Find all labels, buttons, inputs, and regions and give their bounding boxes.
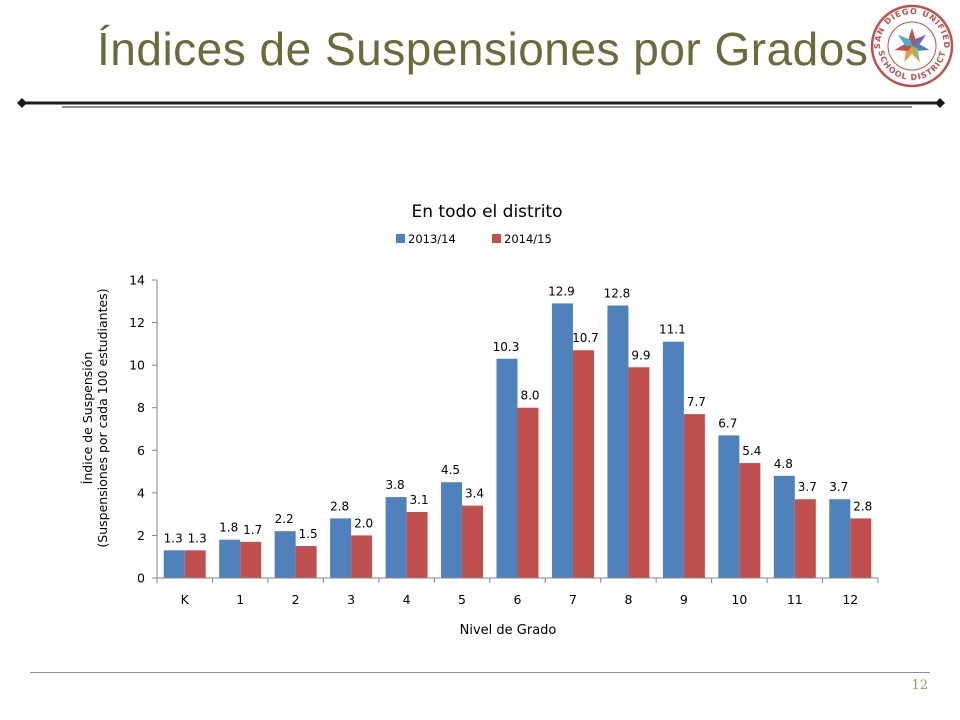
data-label: 6.7 [718,416,737,430]
bar-2014-15-7 [572,350,594,578]
x-tick-label: 5 [458,592,466,607]
bar-2013-14-6 [496,358,518,578]
bar-2014-15-K [184,550,206,578]
bar-2014-15-9 [683,414,705,578]
y-tick-label: 0 [137,571,145,586]
page-number: 12 [911,678,928,693]
data-label: 7.7 [687,395,706,409]
data-label: 8.0 [520,389,539,403]
data-label: 10.7 [572,331,599,345]
y-tick-label: 4 [137,485,145,500]
bar-2013-14-12 [829,499,851,578]
y-axis-label: Índice de Suspensión (Suspensiones por ca… [80,288,110,547]
chart-legend: 2013/14 2014/15 [396,232,552,246]
bar-2013-14-3 [330,518,352,578]
x-tick-label: 1 [236,592,244,607]
x-tick-label: 8 [624,592,632,607]
bar-2013-14-2 [274,531,296,578]
data-label: 12.8 [604,287,631,301]
legend-label-1: 2013/14 [408,232,456,246]
data-labels: 1.3 1.3 1.8 1.7 2.2 1.5 2.8 2.0 3.8 3.1 4.5 3.4 10.3… [164,284,873,545]
bar-2013-14-9 [662,341,684,578]
data-label: 1.3 [164,531,183,545]
x-tick-label: 11 [787,592,803,607]
bar-2014-15-8 [628,367,650,578]
star-emblem-icon [894,28,930,63]
data-label: 2.0 [354,516,373,530]
data-label: 1.8 [219,521,238,535]
bar-2014-15-4 [406,512,428,578]
bar-2013-14-K [163,550,185,578]
x-tick-label: 4 [403,592,411,607]
y-tick-label: 2 [137,528,145,543]
y-axis-label-line-2: (Suspensiones por cada 100 estudiantes) [95,288,110,547]
y-tick-label: 6 [137,443,145,458]
x-tick-label: 9 [680,592,688,607]
data-label: 12.9 [548,284,575,298]
bar-2013-14-7 [551,303,573,578]
data-label: 5.4 [742,444,761,458]
x-tick-label: 12 [842,592,858,607]
bar-2014-15-1 [240,541,262,578]
x-tick-label: 6 [514,592,522,607]
bar-2014-15-10 [739,463,761,578]
data-label: 1.5 [299,527,318,541]
x-tick-label: 3 [347,592,355,607]
y-axis-ticks: 0 2 4 6 8 10 12 14 [129,273,157,586]
data-label: 3.7 [829,480,848,494]
bar-2013-14-1 [219,539,241,578]
bar-2013-14-4 [385,497,407,578]
bar-2014-15-11 [794,499,816,578]
bar-2014-15-2 [295,546,317,578]
chart-axes [156,280,878,579]
data-label: 4.8 [774,457,793,471]
y-axis-label-line-1: Índice de Suspensión [80,352,95,485]
bar-2014-15-5 [462,505,484,578]
data-label: 4.5 [441,463,460,477]
data-label: 3.1 [410,493,429,507]
x-tick-label: 2 [292,592,300,607]
x-tick-label: 7 [569,592,577,607]
data-label: 11.1 [659,323,686,337]
data-label: 3.8 [386,478,405,492]
legend-swatch-1 [396,234,405,243]
data-label: 2.8 [330,499,349,513]
slide-title: Índices de Suspensiones por Grados [97,23,869,75]
x-tick-label: 10 [731,592,747,607]
y-tick-label: 14 [129,273,145,288]
chart-title: En todo el distrito [412,202,563,222]
footer-divider [30,672,930,673]
title-divider [17,98,945,108]
bar-2013-14-8 [607,305,629,578]
data-label: 10.3 [493,340,520,354]
data-label: 1.7 [243,523,262,537]
data-label: 2.8 [853,499,872,513]
bar-2013-14-5 [441,482,463,578]
x-axis-label: Nivel de Grado [460,623,557,638]
bar-2014-15-12 [850,518,872,578]
bar-2014-15-6 [517,407,539,578]
bar-2013-14-10 [718,435,740,578]
x-tick-label: K [181,592,190,607]
data-label: 9.9 [631,348,650,362]
data-label: 1.3 [188,531,207,545]
legend-label-2: 2014/15 [504,232,552,246]
y-tick-label: 12 [129,315,145,330]
bar-2013-14-11 [773,475,795,578]
x-axis-ticks: K 1 2 3 4 5 6 7 8 9 10 11 12 [156,578,879,607]
district-logo: SAN DIEGO UNIFIED SCHOOL DISTRICT [870,4,954,88]
legend-swatch-2 [492,234,501,243]
data-label: 3.7 [798,480,817,494]
data-label: 2.2 [275,512,294,526]
data-label: 3.4 [465,487,484,501]
bar-group [163,303,872,578]
bar-2014-15-3 [351,535,373,578]
y-tick-label: 8 [137,400,145,415]
y-tick-label: 10 [129,358,145,373]
